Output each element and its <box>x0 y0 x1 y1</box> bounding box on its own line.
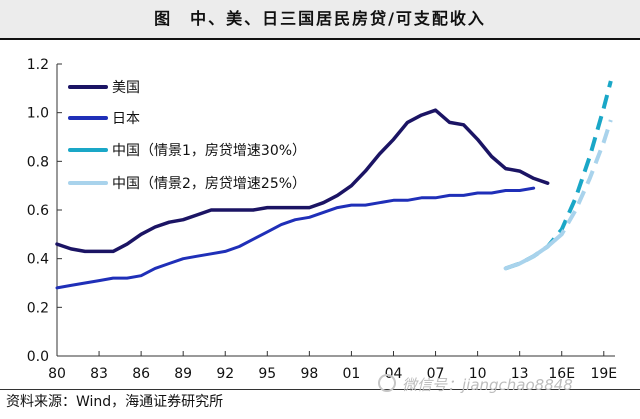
x-tick-label: 07 <box>427 366 445 380</box>
y-tick-label: 0.8 <box>27 154 49 170</box>
y-tick-label: 0.2 <box>27 300 49 316</box>
x-tick-label: 19E <box>590 366 617 380</box>
x-tick-label: 01 <box>343 366 361 380</box>
title-divider <box>0 38 640 40</box>
y-tick-label: 1.0 <box>27 106 49 122</box>
line-chart: 0.00.20.40.60.81.01.280 83 86 89 92 95 98 01 04 0… <box>27 57 617 380</box>
series-line-cn1 <box>504 80 613 271</box>
x-tick-label: 86 <box>132 366 150 380</box>
x-tick-label: 10 <box>469 366 487 380</box>
watermark: 微信号：jiangchao8848 <box>378 374 573 395</box>
x-tick-label: 80 <box>48 366 66 380</box>
series-line-jp <box>55 186 536 290</box>
legend-label-cn1: 中国（情景1，房贷增速30%） <box>112 143 306 159</box>
legend-label-cn2: 中国（情景2，房贷增速25%） <box>112 176 306 192</box>
legend-label-jp: 日本 <box>112 111 140 127</box>
y-tick-label: 0.6 <box>27 203 49 219</box>
legend-label-us: 美国 <box>112 80 140 96</box>
x-tick-label: 83 <box>90 366 108 380</box>
watermark-text: 微信号：jiangchao8848 <box>402 376 573 394</box>
chart-title: 图 中、美、日三国居民房贷/可支配收入 <box>154 9 486 28</box>
series-line-us <box>55 108 550 254</box>
y-tick-label: 0.0 <box>27 349 49 365</box>
x-tick-label: 16E <box>548 366 575 380</box>
y-tick-label: 0.4 <box>27 252 49 268</box>
series-line-cn2-solid <box>503 238 557 271</box>
title-band <box>0 0 640 38</box>
y-tick-label: 1.2 <box>27 57 49 73</box>
x-tick-label: 89 <box>174 366 192 380</box>
series-line-cn2-dashed <box>553 119 613 242</box>
footer-divider <box>0 389 640 390</box>
x-tick-label: 95 <box>258 366 276 380</box>
wechat-icon <box>378 374 396 392</box>
series-layer <box>55 80 613 290</box>
x-tick-label: 13 <box>511 366 529 380</box>
source-note: 资料来源：Wind，海通证券研究所 <box>6 394 224 410</box>
x-tick-label: 92 <box>216 366 234 380</box>
x-tick-label: 98 <box>300 366 318 380</box>
chart-axes: 0.00.20.40.60.81.01.280 83 86 89 92 95 98 01 04 0… <box>27 57 617 380</box>
